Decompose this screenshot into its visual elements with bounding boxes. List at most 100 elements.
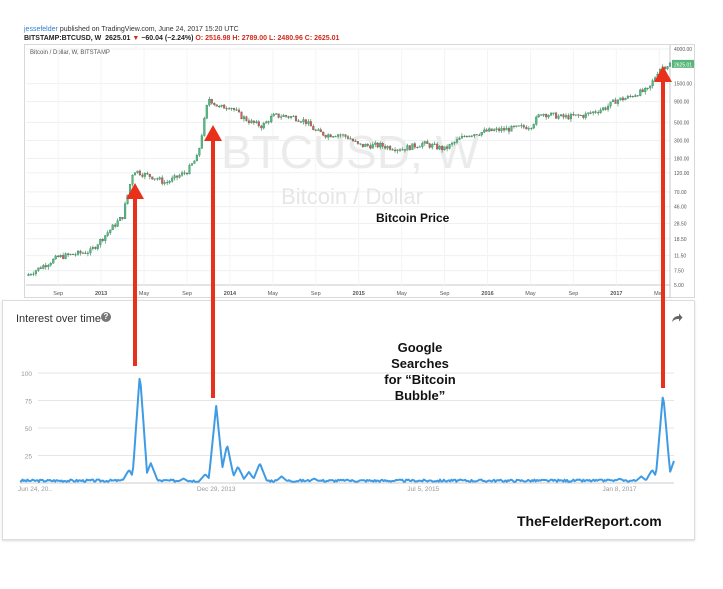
candle-body [607,105,610,110]
candle-body [252,120,255,123]
candle-body [294,116,298,121]
candle-body [317,129,320,131]
candle-body [220,104,223,107]
candle-body [297,120,300,122]
candle-body [540,114,543,116]
candle-body [579,115,582,117]
candle-body [611,99,615,102]
candle-body [96,244,99,249]
y-tick-label: 70.00 [674,190,687,196]
candle-body [233,108,236,110]
candle-body [470,135,473,137]
down-arrow-icon: ▼ [132,35,140,42]
candle-body [602,107,605,111]
candle-body [101,239,104,241]
candle-body [483,129,486,133]
candle-body [577,114,580,116]
x-tick-label: Sep [569,291,579,297]
candle-body [47,264,50,268]
candle-body [114,224,117,227]
x-tick-label: May [396,291,407,297]
y-tick-label: 180.00 [674,156,690,162]
candle-body [287,116,290,118]
candle-body [215,104,218,107]
arrow-2017-spike-head [654,66,672,82]
candle-body [166,182,169,184]
source-watermark: TheFelderReport.com [517,513,662,529]
candle-body [394,149,397,152]
candle-body [299,121,302,123]
candle-body [198,148,201,156]
candle-body [237,109,241,113]
candle-body [171,177,174,182]
candle-body [582,115,585,118]
candle-body [327,134,330,138]
candle-body [542,114,545,116]
candle-body [250,120,253,124]
candle-body [188,165,191,175]
candle-body [161,177,164,184]
candle-body [361,143,364,147]
candle-body [356,141,359,144]
candle-body [235,109,238,111]
x-tick-label: 2017 [610,291,622,297]
trends-title: Interest over time [16,313,101,325]
candle-body [376,142,379,148]
candle-body [374,142,377,145]
candle-body [547,115,550,118]
x-tick-label: Sep [53,291,63,297]
quote-last: 2625.01 [105,35,131,42]
candle-body [396,149,399,152]
trends-y-tick-label: 75 [25,399,33,406]
candle-body [574,114,577,116]
help-icon[interactable]: ? [101,312,111,322]
candle-body [257,121,260,127]
candle-body [62,255,65,259]
publisher-username[interactable]: jessefelder [24,26,58,33]
candle-body [89,248,92,254]
candle-body [421,143,424,147]
candle-body [337,134,340,137]
x-tick-label: May [139,291,150,297]
candle-body [29,274,33,276]
candle-body [366,144,369,146]
trends-annotation-line: Google [398,340,443,355]
candle-body [59,255,62,258]
candle-body [168,181,171,183]
candle-body [545,114,548,118]
y-tick-label: 4000.00 [674,47,692,53]
candle-body [431,144,434,148]
trends-y-tick-label: 25 [25,454,33,461]
quote-line: BITSTAMP:BTCUSD, W 2625.01 ▼ −60.04 (−2.… [24,35,339,42]
candle-body [359,143,362,145]
candle-body [379,143,382,148]
candle-body [173,175,176,179]
candle-body [156,178,159,180]
candle-body [559,114,563,117]
candle-body [121,217,124,219]
candle-body [465,136,468,138]
y-tick-label: 46.00 [674,205,687,211]
candle-body [133,172,137,176]
y-tick-label: 500.00 [674,120,690,126]
candle-body [272,113,275,117]
candle-body [304,119,307,124]
candle-body [597,112,600,114]
candle-body [426,141,429,144]
quote-open: O: 2516.98 [195,35,231,42]
candle-body [64,253,67,259]
chart-watermark-name: Bitcoin / Dollar [281,184,423,209]
candle-body [332,136,335,138]
candle-body [621,97,624,101]
candle-body [522,125,525,128]
y-tick-label: 28.50 [674,222,687,228]
candle-body [151,176,154,180]
candle-body [537,114,540,118]
candle-body [91,247,94,249]
candle-body [634,95,637,97]
share-icon[interactable] [671,312,683,324]
candle-body [225,108,228,110]
candle-body [369,145,372,149]
candle-body [473,134,476,137]
